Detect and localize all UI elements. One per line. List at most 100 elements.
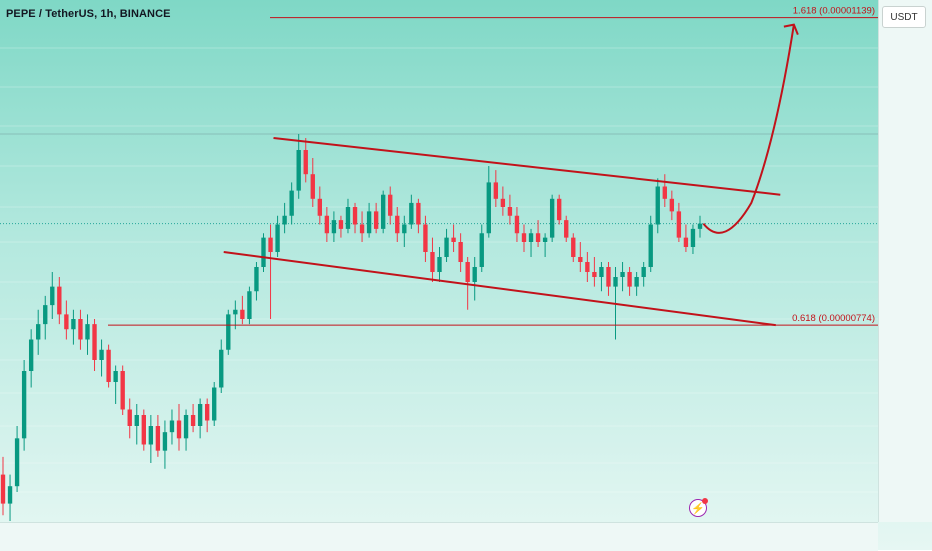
candle-body <box>557 198 562 221</box>
candle-body <box>71 319 76 330</box>
candle-body <box>585 262 590 272</box>
symbol-title: PEPE / TetherUS, 1h, BINANCE <box>6 8 171 20</box>
candle-body <box>599 267 604 277</box>
candle-body <box>275 224 280 252</box>
candle-body <box>141 415 146 445</box>
candle-body <box>57 286 62 315</box>
candle-body <box>402 224 407 234</box>
candle-body <box>226 314 231 350</box>
candle-body <box>43 305 48 325</box>
candle-body <box>310 174 315 199</box>
candle-body <box>465 262 470 282</box>
candle-body <box>162 432 168 451</box>
candle-body <box>655 186 660 225</box>
candle-body <box>606 267 611 287</box>
candle-body <box>514 215 520 234</box>
price-scale[interactable] <box>878 0 932 522</box>
candle-body <box>437 257 442 272</box>
channel-lower-line[interactable] <box>223 251 776 327</box>
channel-upper-line[interactable] <box>273 137 781 196</box>
candle-body <box>430 252 435 272</box>
candle-body <box>388 194 393 216</box>
candle-body <box>690 228 696 247</box>
candle-body <box>542 237 548 242</box>
candle-body <box>127 409 132 426</box>
flash-icon[interactable]: ⚡ <box>689 498 708 517</box>
candle-body <box>204 404 210 421</box>
candle-body <box>268 237 273 252</box>
candle-body <box>648 224 653 267</box>
candle-body <box>373 211 379 229</box>
candle-body <box>613 277 618 287</box>
candle-body <box>486 182 491 234</box>
candle-body <box>219 349 224 388</box>
candle-body <box>134 415 139 426</box>
candle-body <box>331 220 337 234</box>
candle-body <box>99 349 104 360</box>
candle-body <box>669 198 675 212</box>
candle-body <box>282 215 287 225</box>
candle-body <box>528 233 534 242</box>
candle-body <box>190 415 196 426</box>
currency-selector[interactable]: USDT <box>882 6 926 28</box>
candle-body <box>380 194 386 229</box>
candle-body <box>578 257 583 262</box>
fib-level-label: 1.618 (0.00001139) <box>793 6 875 17</box>
candle-body <box>366 211 372 234</box>
candle-body <box>451 237 456 242</box>
candle-body <box>500 198 506 207</box>
candle-body <box>409 202 414 225</box>
candle-body <box>676 211 682 238</box>
notification-dot <box>702 498 708 504</box>
candle-body <box>0 474 6 504</box>
candle-body <box>28 339 34 371</box>
candle-body <box>155 426 161 451</box>
candle-body <box>78 319 83 340</box>
candle-body <box>303 150 308 175</box>
candle-body <box>85 324 90 340</box>
candle-body <box>662 186 667 199</box>
candle-body <box>641 267 646 277</box>
candle-body <box>535 233 541 242</box>
candle-body <box>697 223 703 229</box>
candle-body <box>345 207 351 229</box>
candle-body <box>14 438 20 487</box>
candle-body <box>458 242 463 262</box>
candle-body <box>472 267 477 282</box>
lightning-glyph: ⚡ <box>691 502 705 515</box>
candle-body <box>549 198 555 238</box>
candle-body <box>289 190 294 216</box>
candle-body <box>7 486 13 504</box>
candle-body <box>395 215 400 234</box>
candle-body <box>169 420 175 433</box>
candle-body <box>183 415 189 439</box>
candle-body <box>620 272 625 277</box>
candle-body <box>521 233 527 242</box>
candle-body <box>247 291 252 319</box>
candle-body <box>197 404 203 426</box>
candle-body <box>493 182 499 199</box>
candle-body <box>317 198 323 216</box>
candle-body <box>352 207 358 225</box>
candle-body <box>113 371 118 382</box>
candle-body <box>507 207 513 216</box>
projection-curve[interactable] <box>702 24 795 234</box>
candle-body <box>296 150 301 191</box>
candle-body <box>176 420 182 439</box>
fib-level-label: 0.618 (0.00000774) <box>792 313 875 324</box>
candle-body <box>36 324 41 340</box>
candle-body <box>21 371 27 439</box>
candle-body <box>423 224 428 252</box>
candle-body <box>627 272 632 287</box>
projection-arrowhead <box>783 23 799 35</box>
candle-body <box>571 237 576 257</box>
candle-body <box>416 202 421 225</box>
candle-body <box>92 324 97 360</box>
candle-body <box>683 237 689 247</box>
candle-body <box>634 277 639 287</box>
candle-body <box>324 215 330 234</box>
time-scale[interactable] <box>0 522 878 551</box>
candle-body <box>212 387 217 421</box>
candle-body <box>120 371 125 410</box>
